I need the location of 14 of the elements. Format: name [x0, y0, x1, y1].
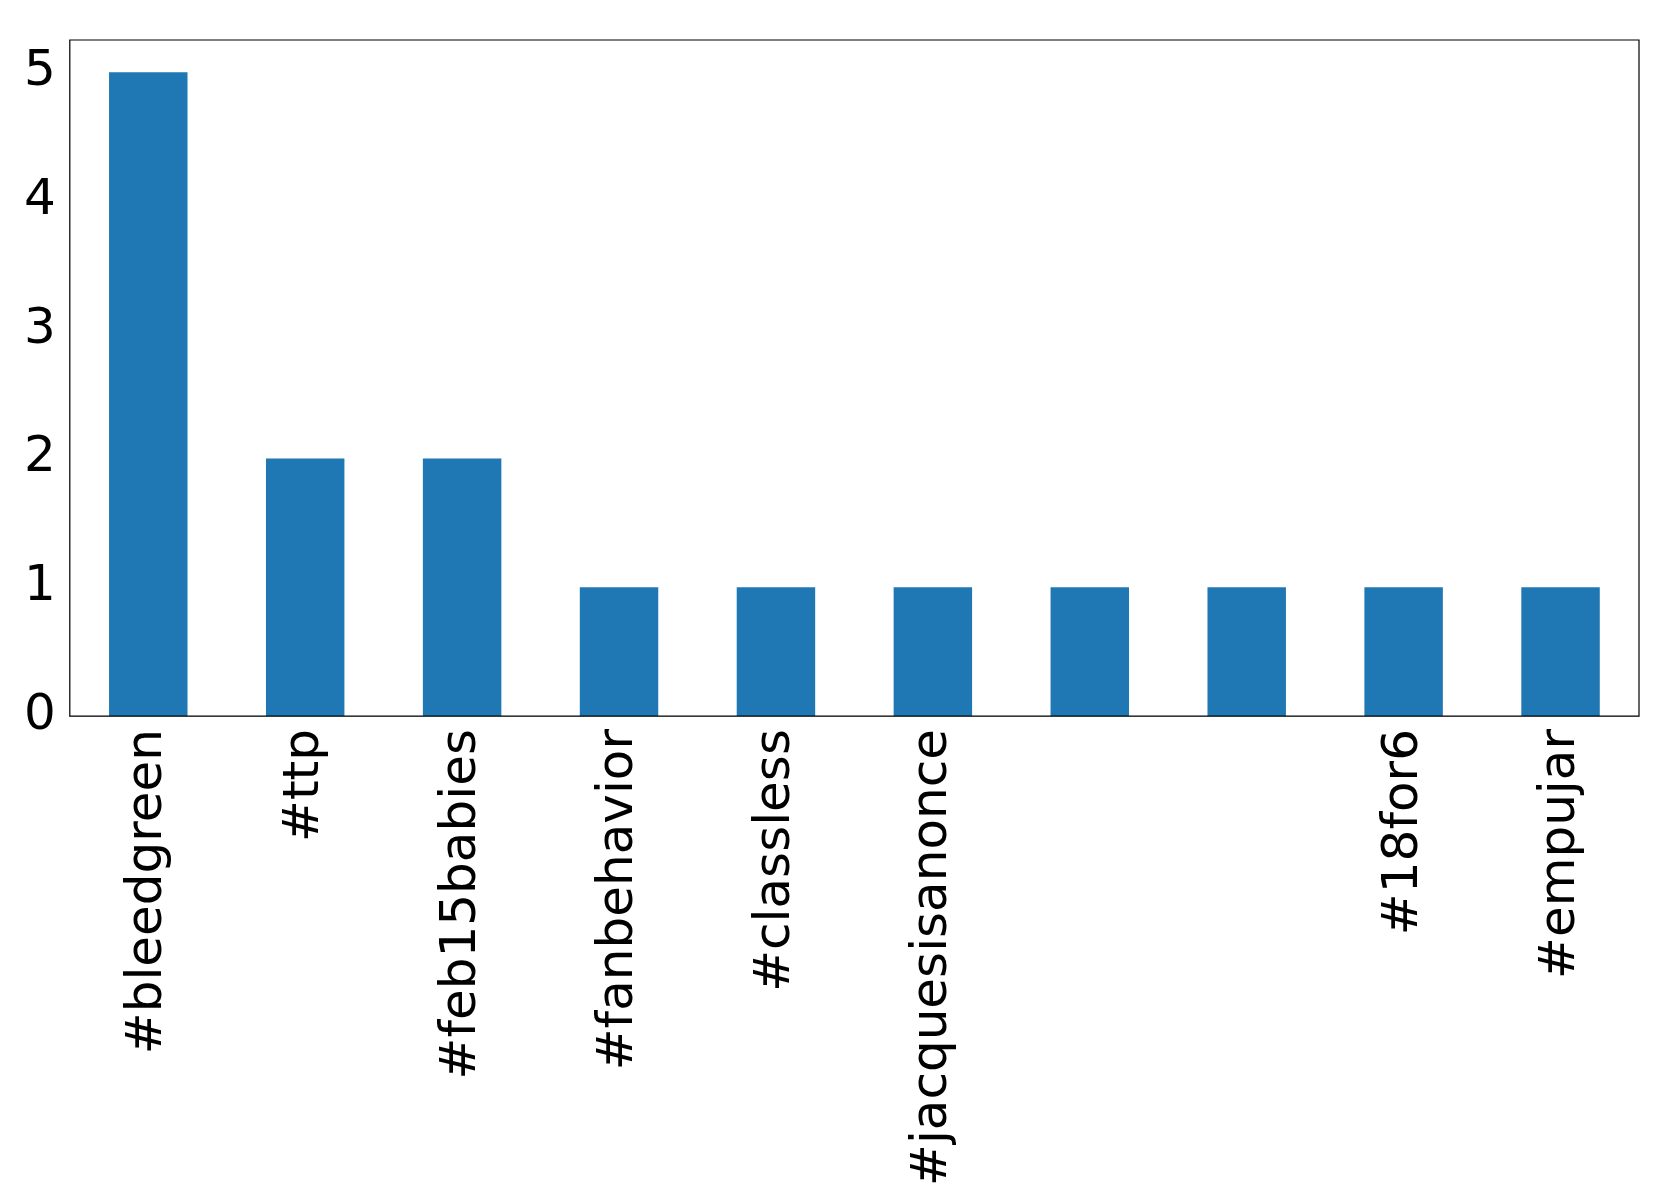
y-tick-label: 3 [24, 296, 56, 355]
x-tick-label: #fanbehavior [586, 728, 645, 1071]
y-tick-label: 4 [24, 167, 56, 226]
y-tick-label: 1 [24, 554, 56, 613]
x-tick-label: #ttp [272, 729, 331, 842]
y-tick-label: 5 [24, 39, 56, 98]
x-tick-label: #empujar [1527, 728, 1586, 979]
x-tick-label: #classless [742, 729, 801, 992]
y-tick-label: 0 [24, 683, 56, 742]
x-tick-label: #feb15babies [429, 729, 488, 1080]
x-tick-label: #bleedgreen [115, 729, 174, 1055]
y-tick-label: 2 [24, 425, 56, 484]
x-tick-label: #jacquesisanonce [899, 729, 958, 1187]
x-tick-label: #18for6 [1370, 729, 1429, 936]
